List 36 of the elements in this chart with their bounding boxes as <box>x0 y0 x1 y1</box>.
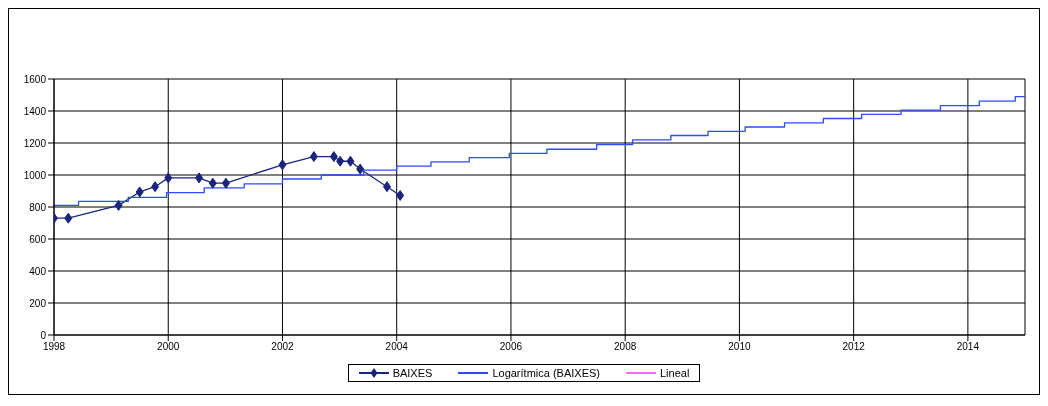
y-tick-label: 1400 <box>23 105 47 117</box>
point <box>336 155 345 167</box>
x-tick-label: 2010 <box>728 341 751 353</box>
x-tick-label: 1998 <box>42 341 66 353</box>
point <box>278 159 287 171</box>
y-tick-label: 200 <box>29 297 47 309</box>
point <box>151 181 160 193</box>
point <box>221 177 230 189</box>
legend-label: Lineal <box>659 367 690 379</box>
x-tick-label: 2006 <box>499 341 523 353</box>
x-tick-label: 2002 <box>271 341 295 353</box>
y-tick-label: 1200 <box>23 137 47 149</box>
x-tick-label: 2004 <box>385 341 409 353</box>
point <box>64 212 73 224</box>
x-tick-label: 2014 <box>956 341 980 353</box>
x-tick-label: 2008 <box>614 341 637 353</box>
point <box>135 186 144 198</box>
y-tick-label: 400 <box>29 265 47 277</box>
y-tick-label: 800 <box>29 201 47 213</box>
legend-label: Logarítmica (BAIXES) <box>492 367 600 379</box>
y-tick-label: 1600 <box>23 73 47 85</box>
x-tick-label: 2012 <box>842 341 866 353</box>
point <box>309 151 318 163</box>
point <box>346 155 355 167</box>
point <box>114 199 123 211</box>
point <box>329 151 338 163</box>
point <box>396 189 405 201</box>
y-tick-label: 600 <box>29 233 47 245</box>
x-tick-label: 2000 <box>157 341 180 353</box>
legend-label: BAIXES <box>392 367 433 379</box>
point <box>164 172 173 184</box>
point <box>208 177 217 189</box>
point <box>195 172 204 184</box>
point <box>356 163 365 175</box>
y-tick-label: 1000 <box>23 169 47 181</box>
y-tick-label: 0 <box>40 329 47 341</box>
